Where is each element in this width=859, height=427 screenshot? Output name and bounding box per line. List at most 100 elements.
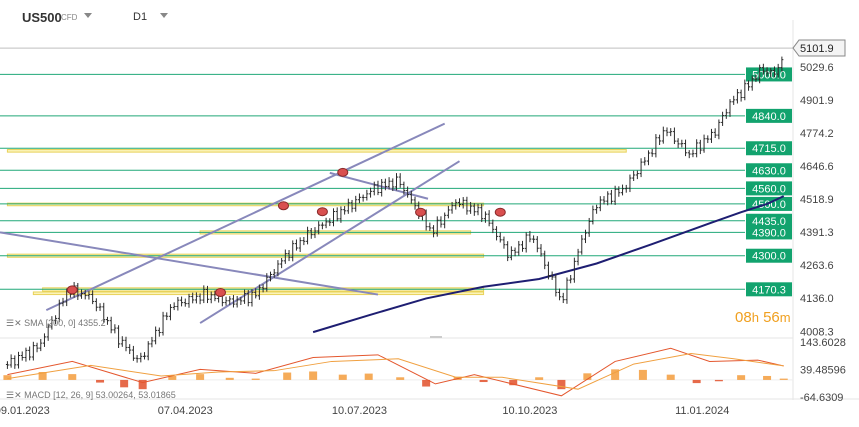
level-label-bg [746, 282, 792, 297]
price-tick-label: 4518.9 [800, 194, 834, 206]
sma-visibility-icon[interactable]: ☰ [6, 318, 15, 328]
trendline[interactable] [0, 231, 379, 296]
sma-legend-label: SMA [200, 0] 4355.2 [24, 318, 106, 328]
pattern-marker[interactable] [316, 207, 328, 217]
macd-histogram-bar [509, 379, 518, 386]
price-tick-label: 4136.0 [800, 293, 834, 305]
trendline[interactable] [329, 171, 429, 200]
level-label-bg [746, 108, 792, 123]
macd-histogram-bar [535, 377, 544, 380]
macd-histogram-bar [338, 374, 347, 380]
level-label: 4715.0 [752, 143, 786, 155]
macd-histogram-bar [763, 375, 772, 380]
pattern-marker[interactable] [66, 285, 78, 295]
trendline[interactable] [199, 160, 461, 324]
countdown-hours: 08 [735, 309, 752, 326]
pattern-marker[interactable] [494, 207, 506, 217]
macd-histogram-bar [283, 372, 292, 380]
macd-histogram-bar [479, 379, 488, 383]
macd-histogram-bar [120, 379, 129, 388]
support-zone[interactable] [32, 291, 485, 296]
macd-tick-label: -64.6309 [800, 392, 843, 404]
pattern-marker[interactable] [415, 207, 427, 217]
trendline[interactable] [45, 122, 446, 312]
level-label: 4560.0 [752, 183, 786, 195]
price-axis-panel [793, 0, 859, 427]
price-tick-label: 4008.3 [800, 326, 834, 338]
macd-histogram-bar [737, 375, 746, 380]
macd-visibility-icon[interactable]: ☰ [6, 390, 15, 400]
price-tick-label: 4774.2 [800, 128, 834, 140]
level-label: 4630.0 [752, 165, 786, 177]
support-zone[interactable] [6, 149, 627, 153]
level-label: 4500.0 [752, 199, 786, 211]
current-price-tag [792, 39, 846, 57]
macd-histogram-bar [714, 379, 723, 382]
countdown-hours-unit: h [751, 310, 759, 325]
level-label: 4170.3 [752, 284, 786, 296]
macd-histogram-bar [225, 377, 234, 380]
price-tick-label: 4391.3 [800, 227, 834, 239]
level-label-bg [746, 141, 792, 156]
price-tick-label: 5029.6 [800, 62, 834, 74]
level-label-bg [746, 67, 792, 82]
level-label-bg [746, 248, 792, 263]
macd-histogram-bar [68, 374, 77, 380]
symbol-name[interactable]: US500 [22, 10, 62, 25]
macd-line [7, 347, 784, 397]
price-tick-label: 4263.6 [800, 260, 834, 272]
time-tick-label: 11.01.2024 [675, 405, 729, 417]
symbol-suffix: CFD [61, 13, 78, 22]
level-label: 4390.0 [752, 227, 786, 239]
macd-histogram-bar [611, 369, 620, 380]
timeframe-label[interactable]: D1 [133, 11, 148, 23]
macd-histogram-bar [96, 379, 105, 383]
level-label-bg [746, 225, 792, 240]
macd-histogram-bar [583, 373, 592, 380]
support-zone[interactable] [6, 202, 485, 207]
time-tick-label: 10.10.2023 [502, 405, 557, 417]
pattern-marker[interactable] [214, 287, 226, 297]
macd-legend-label: MACD [12, 26, 9] 53.00264, 53.01865 [24, 390, 176, 400]
pattern-marker[interactable] [277, 201, 289, 211]
macd-histogram-bar [557, 379, 566, 390]
level-label: 4435.0 [752, 216, 786, 228]
macd-tick-label: 39.48596 [800, 365, 846, 377]
macd-histogram-bar [196, 374, 205, 380]
macd-histogram-bar [666, 374, 675, 380]
macd-histogram-bar [422, 379, 431, 387]
macd-signal-line [7, 353, 784, 390]
level-label: 4840.0 [752, 111, 786, 123]
macd-tick-label: 143.6028 [800, 337, 846, 349]
chart-header: US500 CFD D1 [0, 0, 859, 32]
macd-histogram-bar [396, 377, 405, 380]
sma-200-line [312, 195, 785, 334]
candle-countdown: 08h 56m [735, 309, 791, 326]
macd-histogram-bar [364, 373, 373, 380]
macd-histogram-bar [638, 369, 647, 380]
symbol-dropdown-icon[interactable] [84, 13, 92, 18]
pattern-marker[interactable] [337, 167, 349, 177]
level-label-bg [746, 181, 792, 196]
price-tick-label: 4646.6 [800, 161, 834, 173]
macd-histogram-bar [138, 379, 147, 390]
level-label: 4300.0 [752, 251, 786, 263]
level-label-bg [746, 163, 792, 178]
countdown-minutes-unit: m [779, 310, 791, 325]
pane-resize-handle[interactable] [430, 336, 442, 338]
macd-histogram-bar [38, 372, 47, 380]
price-tick-label: 4901.9 [800, 95, 834, 107]
timeframe-dropdown-icon[interactable] [160, 13, 168, 18]
time-tick-label: 10.07.2023 [332, 405, 387, 417]
macd-legend[interactable]: ☰✕ MACD [12, 26, 9] 53.00264, 53.01865 [6, 390, 176, 400]
current-price-label: 5101.9 [800, 43, 834, 55]
macd-histogram-bar [692, 379, 701, 384]
level-label: 5000.0 [752, 69, 786, 81]
macd-histogram-bar [779, 378, 788, 380]
macd-histogram-bar [251, 378, 260, 380]
time-tick-label: 07.04.2023 [158, 405, 213, 417]
countdown-minutes: 56 [763, 309, 780, 326]
sma-legend[interactable]: ☰✕ SMA [200, 0] 4355.2 [6, 318, 106, 328]
macd-histogram-bar [3, 375, 12, 380]
